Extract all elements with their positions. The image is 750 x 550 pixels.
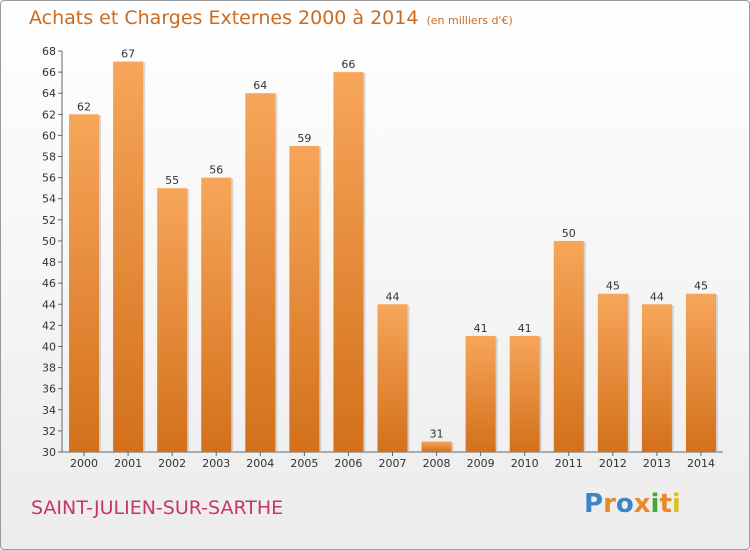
x-tick-label: 2010 — [511, 457, 539, 470]
bar — [597, 293, 628, 452]
y-tick-label: 54 — [42, 193, 56, 206]
bar-value-label: 66 — [341, 58, 355, 71]
x-tick-label: 2012 — [599, 457, 627, 470]
logo-letter: i — [650, 489, 660, 519]
bar — [685, 293, 716, 452]
x-tick-label: 2014 — [687, 457, 715, 470]
y-tick-label: 42 — [42, 319, 56, 332]
x-tick-label: 2011 — [555, 457, 583, 470]
bar-value-label: 56 — [209, 164, 223, 177]
bar-value-label: 45 — [606, 280, 620, 293]
bar — [553, 240, 584, 452]
chart-title-block: Achats et Charges Externes 2000 à 2014 (e… — [29, 7, 513, 29]
bar — [333, 72, 364, 453]
y-tick-label: 56 — [42, 172, 56, 185]
plot-area: 30 32 34 36 38 40 42 44 46 48 50 52 54 56 58 60 62 64 66 68… — [42, 45, 723, 470]
logo-letter: P — [584, 489, 604, 519]
x-tick-label: 2005 — [290, 457, 318, 470]
y-tick-label: 34 — [42, 404, 56, 417]
x-tick-label: 2008 — [423, 457, 451, 470]
y-tick-label: 58 — [42, 151, 56, 164]
bar — [157, 188, 188, 452]
chart-title: Achats et Charges Externes 2000 à 2014 — [29, 7, 419, 29]
x-tick-label: 2002 — [158, 457, 186, 470]
commune-name: SAINT-JULIEN-SUR-SARTHE — [31, 497, 284, 519]
x-tick-label: 2001 — [114, 457, 142, 470]
bar-value-label: 44 — [650, 290, 664, 303]
x-tick-label: 2013 — [643, 457, 671, 470]
bar-value-label: 44 — [386, 290, 400, 303]
y-tick-label: 32 — [42, 425, 56, 438]
y-tick-label: 38 — [42, 362, 56, 375]
bar — [377, 304, 408, 452]
bar — [245, 93, 276, 453]
logo-letter: t — [659, 489, 672, 519]
bar-value-label: 67 — [121, 48, 135, 61]
x-tick-label: 2006 — [334, 457, 362, 470]
bar-value-label: 45 — [694, 280, 708, 293]
chart-subtitle: (en milliers d'€) — [426, 14, 513, 27]
bar — [113, 61, 144, 452]
y-tick-label: 62 — [42, 108, 56, 121]
proxiti-logo[interactable]: Proxiti — [584, 489, 681, 519]
y-tick-label: 36 — [42, 383, 56, 396]
bar — [465, 335, 496, 452]
bar-value-label: 41 — [518, 322, 532, 335]
y-tick-label: 46 — [42, 277, 56, 290]
y-tick-label: 68 — [42, 45, 56, 58]
bar-value-label: 31 — [430, 427, 444, 440]
logo-letter: r — [603, 489, 616, 519]
bar — [421, 441, 452, 452]
bar-value-label: 55 — [165, 174, 179, 187]
y-tick-label: 64 — [42, 87, 56, 100]
bar — [509, 335, 540, 452]
x-tick-label: 2009 — [467, 457, 495, 470]
bar-value-label: 64 — [253, 79, 267, 92]
y-tick-label: 52 — [42, 214, 56, 227]
bar — [201, 177, 232, 452]
y-tick-label: 66 — [42, 66, 56, 79]
bar — [289, 145, 320, 452]
y-tick-label: 50 — [42, 235, 56, 248]
x-tick-label: 2003 — [202, 457, 230, 470]
y-tick-label: 40 — [42, 340, 56, 353]
x-tick-label: 2000 — [70, 457, 98, 470]
y-tick-label: 48 — [42, 256, 56, 269]
y-tick-label: 44 — [42, 298, 56, 311]
logo-letter: i — [671, 489, 681, 519]
bar-value-label: 50 — [562, 227, 576, 240]
bar-value-label: 59 — [297, 132, 311, 145]
bar-value-label: 41 — [474, 322, 488, 335]
y-tick-label: 30 — [42, 446, 56, 459]
bar — [69, 114, 100, 452]
x-tick-label: 2004 — [246, 457, 274, 470]
logo-letter: o — [615, 489, 634, 519]
x-tick-label: 2007 — [379, 457, 407, 470]
bar-value-label: 62 — [77, 100, 91, 113]
bar — [641, 304, 672, 452]
logo-letter: x — [633, 489, 651, 519]
y-tick-label: 60 — [42, 129, 56, 142]
